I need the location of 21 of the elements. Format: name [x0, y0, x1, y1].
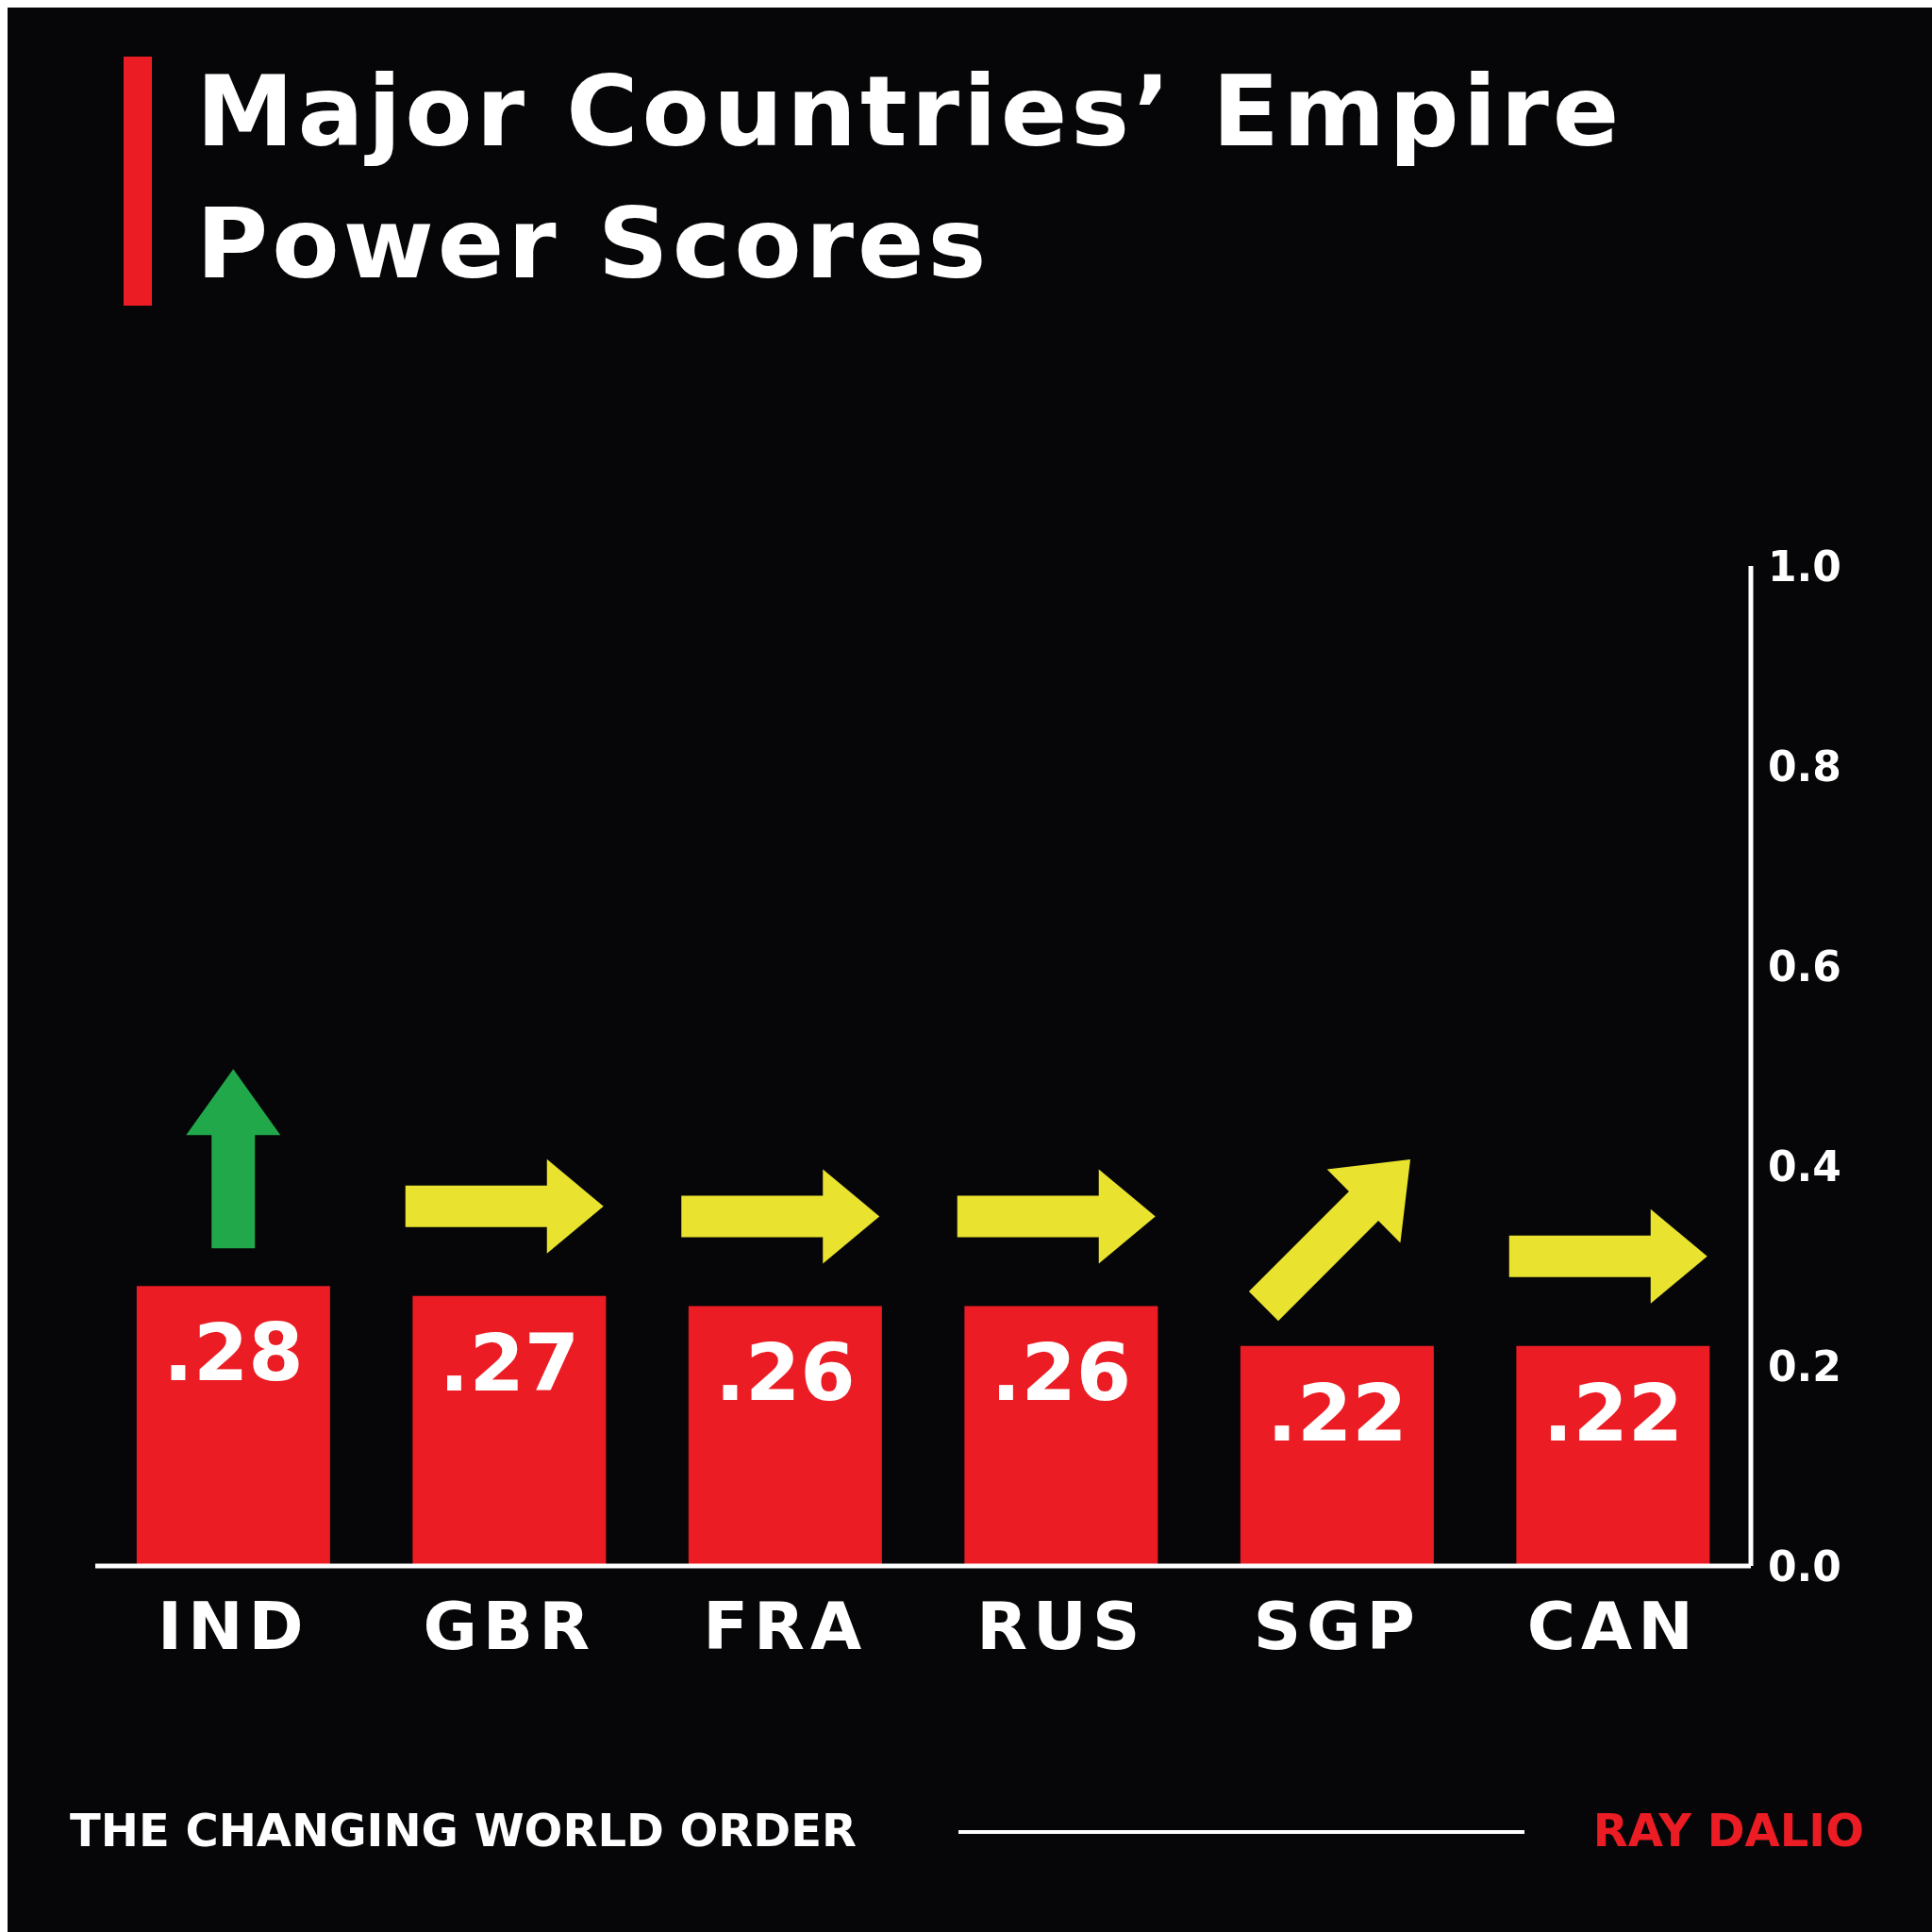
x-tick-label: SGP	[1253, 1587, 1421, 1665]
y-tick-label: 0.4	[1768, 1141, 1841, 1191]
y-tick-label: 0.2	[1768, 1341, 1841, 1391]
x-tick-label: GBR	[423, 1587, 596, 1665]
x-tick-label: FRA	[703, 1587, 868, 1665]
data-label: .22	[1266, 1366, 1407, 1459]
data-label: .28	[162, 1307, 304, 1400]
data-label: .26	[991, 1326, 1132, 1420]
text: THE CHANGING WORLD ORDER	[70, 1804, 857, 1857]
y-tick-label: 0.8	[1768, 741, 1841, 791]
chart-title: Major Countries’ Empire Power Scores	[196, 53, 1624, 303]
x-tick-label: CAN	[1526, 1587, 1699, 1665]
x-tick-label: IND	[157, 1587, 309, 1665]
y-tick-label: 1.0	[1768, 541, 1841, 591]
y-tick-label: 0.0	[1768, 1541, 1841, 1591]
x-tick-label: RUS	[976, 1587, 1146, 1665]
y-tick-label: 0.6	[1768, 941, 1841, 991]
text: RAY DALIO	[1592, 1804, 1864, 1857]
data-label: .27	[439, 1316, 580, 1409]
data-label: .22	[1542, 1366, 1684, 1459]
data-label: .26	[714, 1326, 856, 1420]
